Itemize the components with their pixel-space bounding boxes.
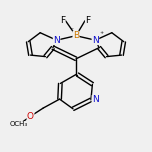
Text: F: F (60, 16, 65, 25)
Text: ⁻: ⁻ (69, 25, 74, 34)
Text: O: O (27, 112, 34, 121)
Text: OCH₃: OCH₃ (10, 121, 28, 128)
Text: B: B (73, 31, 79, 40)
Text: N: N (92, 95, 99, 104)
Text: N: N (92, 36, 99, 45)
Text: F: F (85, 16, 90, 25)
Text: ⁺: ⁺ (99, 30, 103, 39)
Text: N: N (53, 36, 60, 45)
